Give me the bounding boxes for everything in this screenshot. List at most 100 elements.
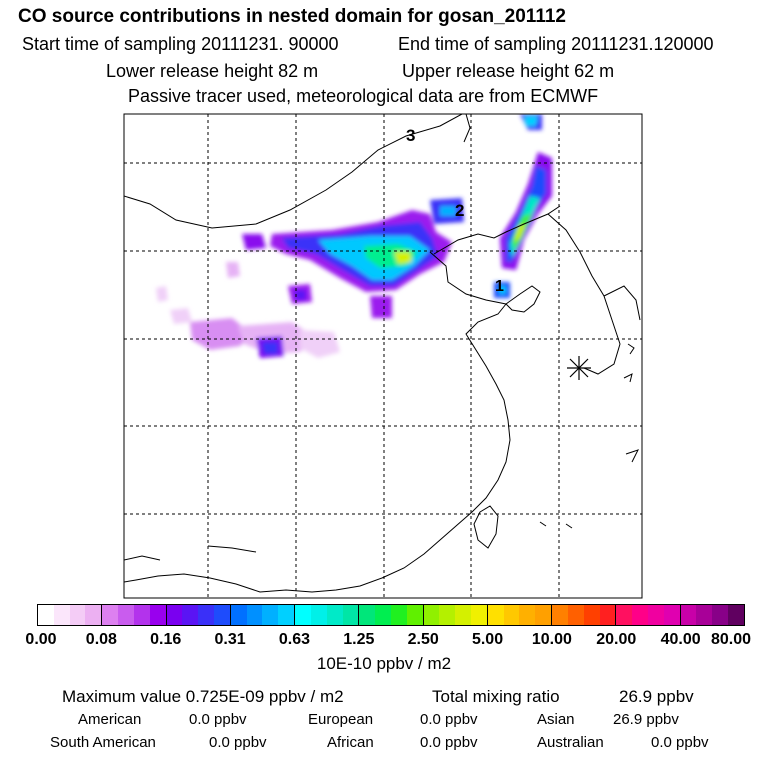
plume-light-spot [156,286,168,302]
colorbar-swatch [198,605,214,625]
start-time-label: Start time of sampling 20111231. 90000 [22,34,339,54]
colorbar-swatch [663,605,680,625]
colorbar-swatch [375,605,391,625]
region-south-american-name: South American [50,734,156,751]
colorbar-swatch [471,605,487,625]
colorbar-swatch [487,605,504,625]
colorbar-swatch [278,605,295,625]
region-american-name: American [78,711,142,728]
colorbar-swatch [342,605,359,625]
region-african-name: African [327,734,374,751]
colorbar-tick-label: 0.16 [150,631,182,648]
tracer-note: Passive tracer used, meteorological data… [128,86,599,106]
plume-main-yellow [394,252,412,264]
asterisk-receptor-marker [567,356,591,380]
coastlines [124,114,641,593]
colorbar-tick-label: 1.25 [343,631,375,648]
colorbar-swatch [38,605,54,625]
colorbar-swatch [406,605,423,625]
colorbar-swatch [696,605,713,625]
label-3: 3 [406,126,415,145]
colorbar-swatch [616,605,633,625]
colorbar-swatch [213,605,230,625]
colorbar-swatch [567,605,584,625]
map-frame [123,113,643,599]
colorbar [37,604,745,626]
region-australian-value: 0.0 ppbv [651,734,709,751]
colorbar-interval [359,605,424,625]
colorbar-interval [38,605,103,625]
colorbar-swatch [552,605,568,625]
colorbar-tick-label: 0.63 [278,631,311,648]
page-title: CO source contributions in nested domain… [18,6,566,27]
colorbar-swatch [632,605,649,625]
colorbar-tick-label: 0.31 [214,631,246,648]
plume-blob-east [370,296,392,318]
colorbar-swatch [310,605,327,625]
plume-light-east [300,330,340,358]
colorbar-tick-label: 80.00 [710,631,752,648]
map-background [124,114,642,598]
colorbar-swatch [583,605,600,625]
colorbar-tick-label: 10.00 [531,631,572,648]
colorbar-tick-label: 40.00 [660,631,701,648]
upper-release-height-label: Upper release height 62 m [402,61,615,81]
colorbar-tick-label: 0.00 [25,631,57,648]
graticule [124,114,642,598]
colorbar-swatch [102,605,119,625]
colorbar-swatch [230,605,247,625]
colorbar-swatch [85,605,102,625]
colorbar-swatch [519,605,536,625]
colorbar-swatch [455,605,472,625]
colorbar-interval [423,605,488,625]
end-time-label: End time of sampling 20111231.120000 [398,34,714,54]
maximum-value-label: Maximum value 0.725E-09 ppbv / m2 [62,687,344,706]
colorbar-tick-label: 5.00 [471,631,504,648]
colorbar-swatch [359,605,376,625]
total-mixing-ratio-value: 26.9 ppbv [619,687,694,706]
colorbar-swatch [535,605,552,625]
colorbar-units: 10E-10 ppbv / m2 [316,654,452,673]
region-asian-name: Asian [537,711,575,728]
colorbar-interval [487,605,553,625]
colorbar-swatch [295,605,311,625]
colorbar-tick-label: 2.50 [407,631,439,648]
colorbar-swatch [503,605,520,625]
colorbar-swatch [423,605,440,625]
colorbar-tick-label: 20.00 [596,631,637,648]
plume-light-spot3 [170,308,192,324]
colorbar-swatch [262,605,279,625]
colorbar-swatch [246,605,263,625]
plume-blob-south-core [294,290,306,300]
region-african-value: 0.0 ppbv [420,734,478,751]
plume-blob-sw-core [262,342,278,354]
colorbar-swatch [390,605,407,625]
plume-ne-outer-core [524,116,538,126]
plume-light-spot2 [226,262,240,278]
plume-spot-1-core [499,286,506,294]
colorbar-interval [166,605,231,625]
region-european-name: European [308,711,374,728]
colorbar-swatch [680,605,697,625]
colorbar-interval [102,605,167,625]
colorbar-swatch [149,605,166,625]
colorbar-interval [295,605,360,625]
colorbar-interval [230,605,296,625]
colorbar-swatch [326,605,343,625]
colorbar-interval [616,605,681,625]
label-2: 2 [455,201,464,220]
region-australian-name: Australian [537,734,604,751]
region-european-value: 0.0 ppbv [420,711,478,728]
colorbar-interval [552,605,617,625]
colorbar-swatch [166,605,183,625]
colorbar-swatch [182,605,199,625]
colorbar-swatch [118,605,134,625]
region-american-value: 0.0 ppbv [189,711,247,728]
colorbar-swatch [648,605,664,625]
region-south-american-value: 0.0 ppbv [209,734,267,751]
plume-ne-yellow [514,224,526,242]
colorbar-swatch [599,605,616,625]
colorbar-interval [680,605,744,625]
colorbar-swatch [69,605,86,625]
